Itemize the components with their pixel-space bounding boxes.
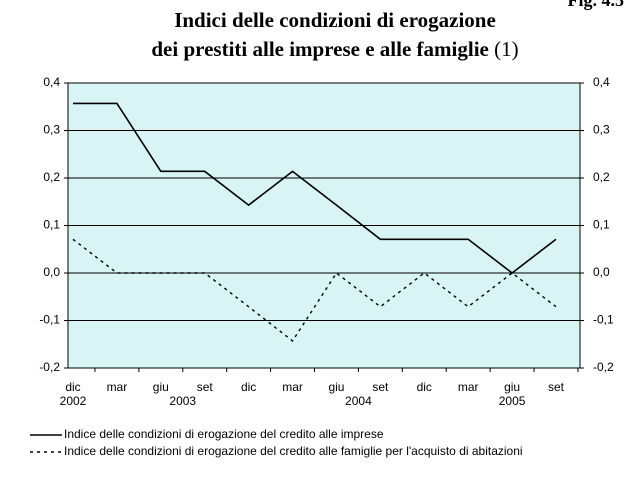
legend-item: Indice delle condizioni di erogazione de… bbox=[28, 445, 608, 458]
x-tick-label: dic bbox=[241, 380, 256, 394]
chart-title: dei prestiti alle imprese e alle famigli… bbox=[151, 37, 518, 61]
y2-tick-label: 0,2 bbox=[593, 170, 610, 184]
x-tick-label: dic bbox=[65, 380, 80, 394]
x-tick-label: giu bbox=[504, 380, 520, 394]
y2-tick-label: -0,2 bbox=[593, 360, 614, 374]
x-tick-label: mar bbox=[282, 380, 303, 394]
x-group-label: 2004 bbox=[345, 394, 372, 408]
y-tick-label: 0,0 bbox=[43, 265, 60, 279]
x-tick-label: set bbox=[372, 380, 389, 394]
y-tick-label: -0,1 bbox=[39, 313, 60, 327]
y-tick-label: -0,2 bbox=[39, 360, 60, 374]
x-group-label: 2002 bbox=[60, 394, 87, 408]
y-tick-label: 0,4 bbox=[43, 75, 60, 89]
legend-swatch bbox=[30, 434, 62, 436]
series-line bbox=[73, 102, 557, 275]
x-group-label: 2003 bbox=[169, 394, 196, 408]
chart: Fig. 4.5 Indici delle condizioni di erog… bbox=[39, 0, 624, 408]
x-tick-label: giu bbox=[328, 380, 344, 394]
legend-label: Indice delle condizioni di erogazione de… bbox=[64, 444, 523, 458]
y-tick-label: 0,3 bbox=[43, 123, 60, 137]
y2-tick-label: -0,1 bbox=[593, 313, 614, 327]
chart-title-line: dei prestiti alle imprese e alle famigli… bbox=[151, 37, 488, 61]
chart-title: Indici delle condizioni di erogazione bbox=[174, 8, 496, 32]
y2-tick-label: 0,3 bbox=[593, 123, 610, 137]
x-tick-label: mar bbox=[107, 380, 128, 394]
legend-label: Indice delle condizioni di erogazione de… bbox=[64, 427, 384, 441]
x-group-label: 2005 bbox=[499, 394, 526, 408]
figure-label: Fig. 4.5 bbox=[568, 0, 624, 10]
x-tick-label: giu bbox=[153, 380, 169, 394]
series-line bbox=[72, 238, 557, 342]
legend-swatch bbox=[30, 451, 62, 453]
y2-tick-label: 0,0 bbox=[593, 265, 610, 279]
title-note: (1) bbox=[494, 37, 519, 61]
x-tick-label: set bbox=[548, 380, 565, 394]
x-tick-label: set bbox=[197, 380, 214, 394]
y-tick-label: 0,1 bbox=[43, 218, 60, 232]
x-tick-label: dic bbox=[417, 380, 432, 394]
y2-tick-label: 0,4 bbox=[593, 75, 610, 89]
legend: Indice delle condizioni di erogazione de… bbox=[28, 428, 608, 462]
y2-tick-label: 0,1 bbox=[593, 218, 610, 232]
legend-item: Indice delle condizioni di erogazione de… bbox=[28, 428, 608, 441]
x-tick-label: mar bbox=[458, 380, 479, 394]
plot-border bbox=[67, 82, 581, 369]
y-tick-label: 0,2 bbox=[43, 170, 60, 184]
